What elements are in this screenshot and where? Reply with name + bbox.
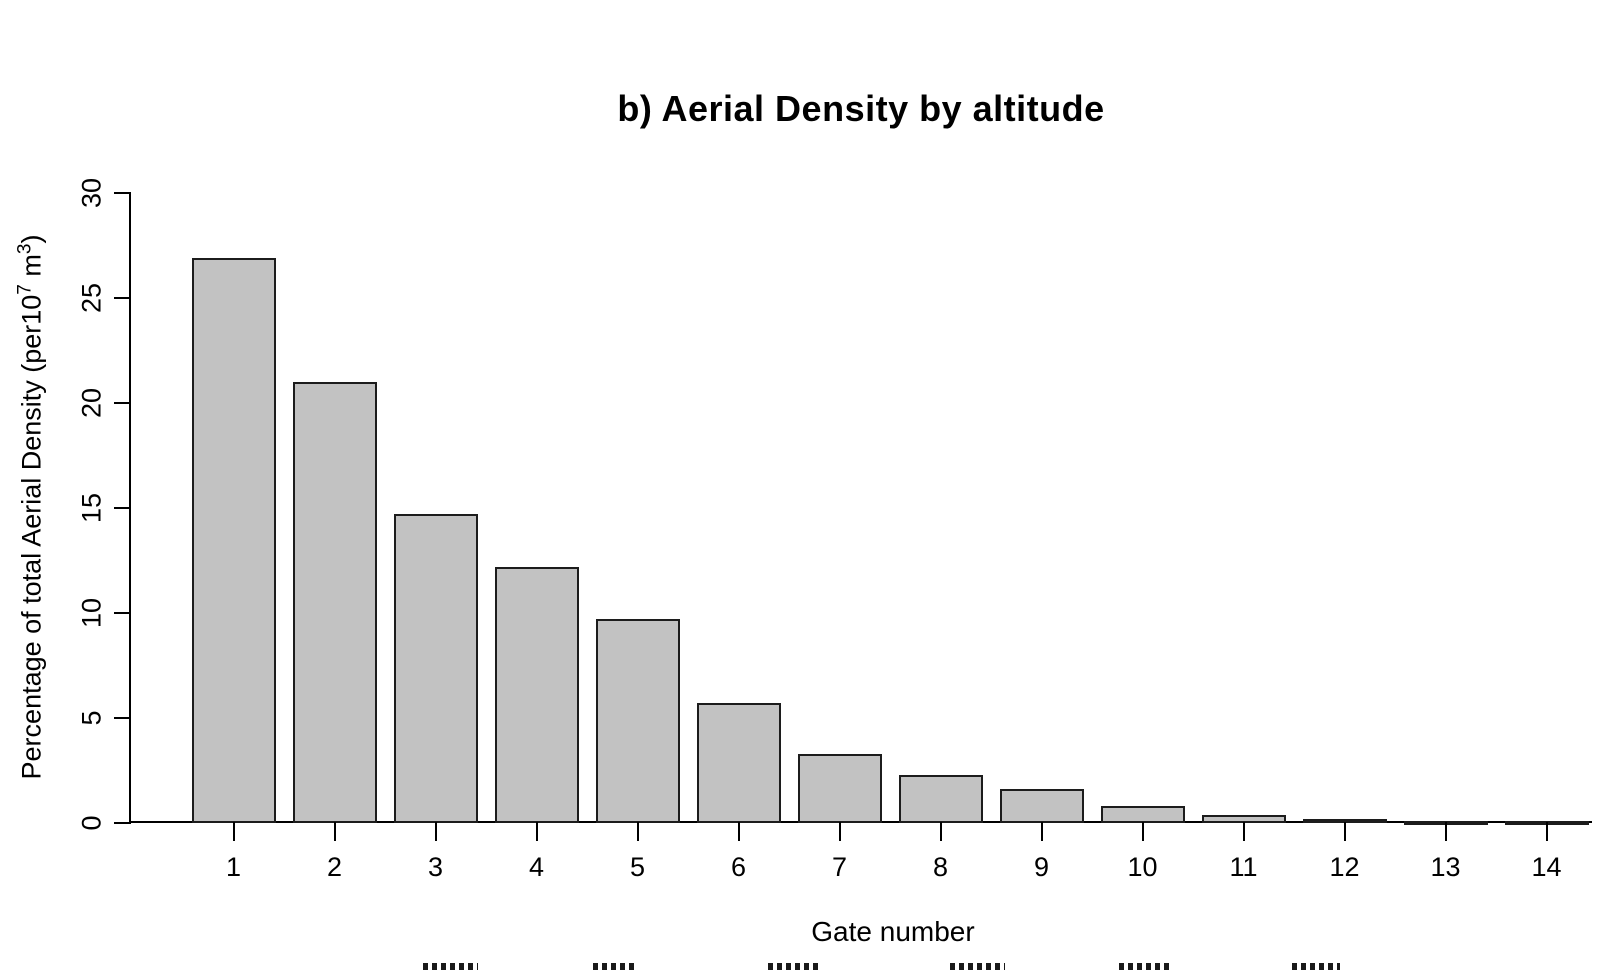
y-axis-title-superscript-3: 3 [14, 243, 36, 255]
y-axis-tick-label-text: 15 [76, 492, 107, 524]
y-axis-tick-label-text: 25 [76, 282, 107, 314]
y-axis-tick-label-text: 0 [76, 815, 107, 831]
clipped-text-fragment [423, 963, 478, 970]
x-axis-tick-label-3: 3 [427, 852, 444, 882]
y-axis-tick-label-text: 5 [76, 710, 107, 726]
x-axis-tick-label-1: 1 [225, 852, 242, 882]
x-axis-tick-label-11: 11 [1229, 852, 1258, 882]
y-axis-tick-30 [114, 192, 131, 194]
bar-gate-1 [191, 258, 276, 823]
y-axis-tick-label-text: 30 [76, 177, 107, 209]
clipped-text-fragment [950, 963, 1005, 970]
x-axis-tick-label-9: 9 [1033, 852, 1050, 882]
x-axis-tick-5 [636, 822, 639, 841]
y-axis-title-superscript-7: 7 [14, 284, 36, 295]
x-axis-tick-label-5: 5 [629, 852, 646, 882]
clipped-text-fragment [768, 963, 820, 970]
x-axis-tick-1 [232, 822, 235, 841]
bar-gate-5 [595, 619, 680, 823]
x-axis-tick-label-8: 8 [932, 852, 949, 882]
x-axis-tick-12 [1343, 822, 1346, 841]
clipped-text-fragment [1292, 963, 1340, 970]
x-axis-tick-label-7: 7 [831, 852, 848, 882]
x-axis-tick-7 [838, 822, 841, 841]
y-axis-tick-5 [114, 717, 131, 719]
y-axis-tick-20 [114, 402, 131, 404]
y-axis-tick-label-text: 10 [76, 597, 107, 629]
x-axis-tick-3 [434, 822, 437, 841]
x-axis-tick-2 [333, 822, 336, 841]
y-axis-tick-label-text: 20 [76, 387, 107, 419]
y-axis-tick-15 [114, 507, 131, 509]
chart-title: b) Aerial Density by altitude [617, 88, 1105, 129]
x-axis-tick-10 [1141, 822, 1144, 841]
x-axis-tick-14 [1545, 822, 1548, 841]
x-axis-tick-label-4: 4 [528, 852, 545, 882]
x-axis-tick-label-12: 12 [1329, 852, 1360, 882]
x-axis-title: Gate number [811, 916, 975, 947]
x-axis-tick-label-10: 10 [1127, 852, 1158, 882]
bar-gate-6 [696, 703, 781, 823]
y-axis-tick-25 [114, 297, 131, 299]
bar-gate-10 [1100, 806, 1185, 823]
x-axis-tick-8 [939, 822, 942, 841]
bar-gate-8 [898, 775, 983, 823]
y-axis-title-mid: m [16, 254, 47, 285]
y-axis-title-text: Percentage of total Aerial Density (per1… [15, 235, 48, 780]
x-axis-tick-9 [1040, 822, 1043, 841]
y-axis-tick-0 [114, 822, 131, 824]
x-axis-tick-13 [1444, 822, 1447, 841]
x-axis-tick-4 [535, 822, 538, 841]
y-axis-title-prefix: Percentage of total Aerial Density (per1… [16, 294, 47, 780]
bar-gate-9 [999, 789, 1084, 823]
x-axis-tick-label-2: 2 [326, 852, 343, 882]
x-axis-tick-6 [737, 822, 740, 841]
bar-gate-2 [292, 382, 377, 823]
x-axis-tick-11 [1242, 822, 1245, 841]
y-axis-title-suffix: ) [16, 234, 47, 244]
x-axis-tick-label-6: 6 [730, 852, 747, 882]
y-axis-tick-10 [114, 612, 131, 614]
clipped-text-fragment [1119, 963, 1169, 970]
bar-gate-7 [797, 754, 882, 823]
clipped-text-fragment [593, 963, 638, 970]
bar-gate-4 [494, 567, 579, 823]
x-axis-tick-label-13: 13 [1430, 852, 1461, 882]
x-axis-tick-label-14: 14 [1531, 852, 1562, 882]
bar-gate-3 [393, 514, 478, 823]
